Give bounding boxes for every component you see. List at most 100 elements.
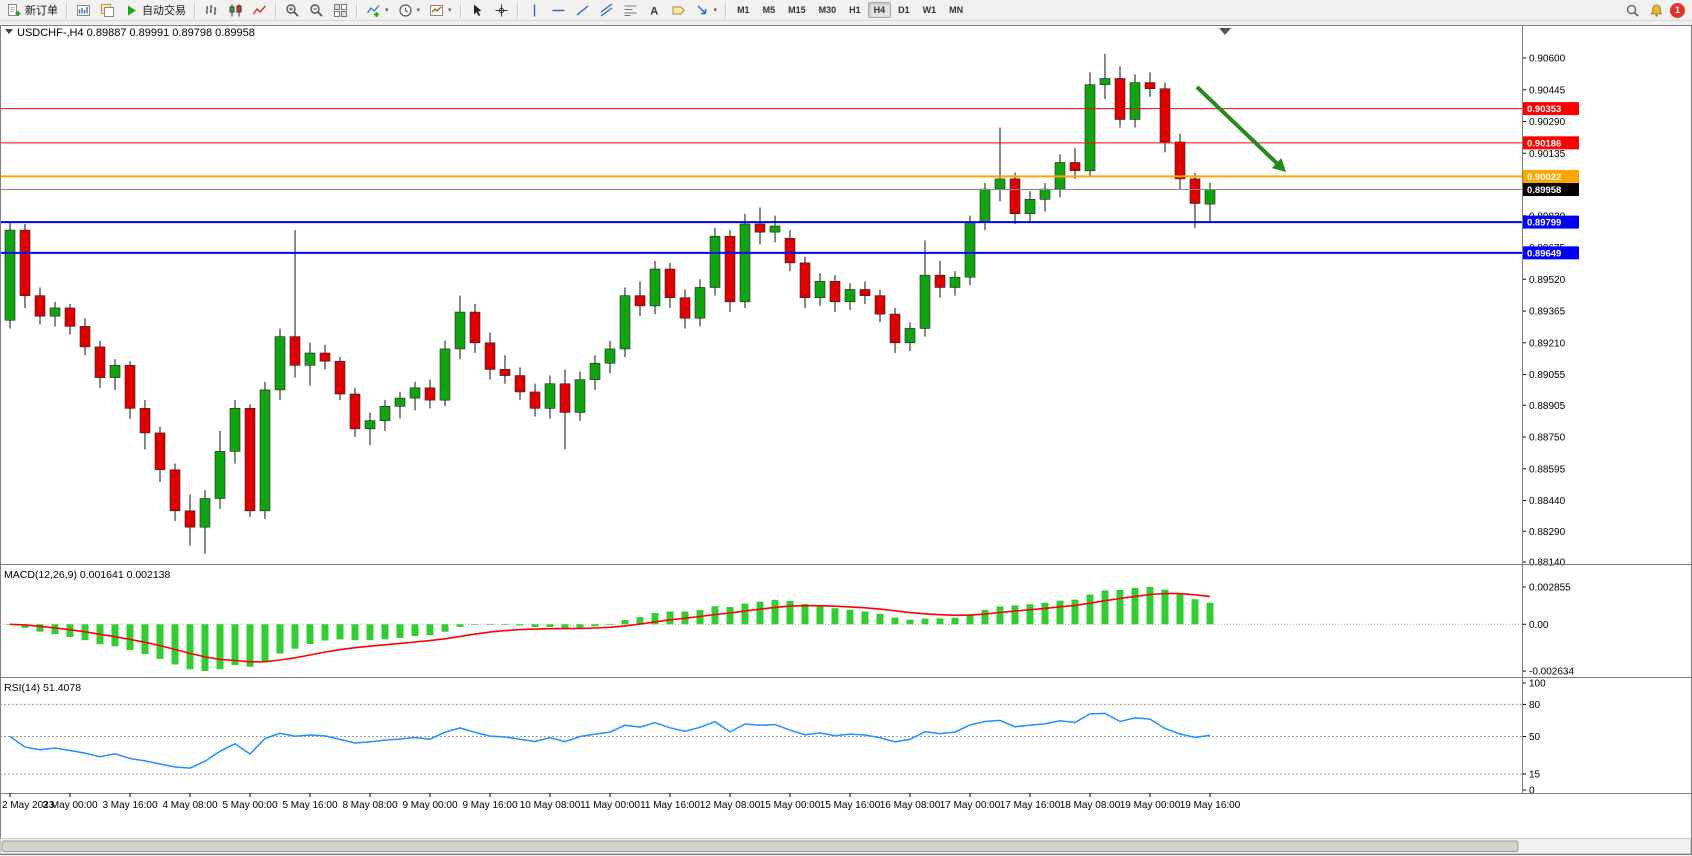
macd-bar: [861, 611, 869, 625]
candle-body: [289, 336, 301, 366]
arrow-shape-icon: [697, 5, 706, 14]
price-axis-label: 0.88750: [1529, 433, 1566, 444]
horizontal-line-tool-button[interactable]: [547, 0, 570, 20]
macd-bar: [1206, 602, 1214, 625]
candle-body: [1099, 78, 1111, 85]
new-order-button[interactable]: 新订单: [3, 0, 62, 20]
periods-button[interactable]: ▾: [394, 0, 425, 20]
chart-shift-marker[interactable]: [1219, 28, 1231, 35]
timeframe-m5-button[interactable]: M5: [757, 2, 782, 18]
candle-body: [409, 387, 421, 399]
candle-body: [814, 281, 826, 299]
candle-body: [274, 336, 286, 391]
time-axis-label: 11 May 00:00: [580, 800, 640, 811]
price-axis-label: 0.89210: [1529, 338, 1566, 349]
macd-bar: [441, 624, 449, 632]
macd-bar: [906, 619, 914, 625]
timeframe-m30-button[interactable]: M30: [813, 2, 843, 18]
trend-arrow[interactable]: [1195, 85, 1278, 165]
macd-bar: [1086, 594, 1094, 625]
macd-bar: [426, 624, 434, 636]
label-tool-button[interactable]: [667, 0, 690, 20]
candle-body: [874, 295, 886, 315]
alerts-button[interactable]: [1645, 0, 1668, 20]
candle-body: [829, 281, 841, 303]
trend-arrow-head[interactable]: [1271, 158, 1286, 172]
cursor-tool-button[interactable]: [466, 0, 489, 20]
price-axis-label: 0.88905: [1529, 401, 1566, 412]
profiles-button[interactable]: [96, 0, 119, 20]
timeframe-w1-button[interactable]: W1: [917, 2, 943, 18]
h-scrollbar-thumb[interactable]: [1, 840, 1519, 852]
shapes-tool-button[interactable]: ▾: [691, 0, 722, 20]
toolbar-separator: [459, 2, 462, 18]
candle-body: [169, 469, 181, 512]
fibonacci-tool-button[interactable]: [619, 0, 642, 20]
price-axis-label: 0.89365: [1529, 307, 1566, 318]
trendline-tool-button[interactable]: [571, 0, 594, 20]
time-axis-label: 12 May 08:00: [700, 800, 761, 811]
rsi-axis-label: 0: [1529, 786, 1535, 797]
candle-body: [454, 311, 466, 350]
time-axis-label: 17 May 00:00: [940, 800, 1001, 811]
notification-badge[interactable]: 1: [1670, 2, 1685, 18]
candle-body: [739, 223, 751, 303]
channel-icon: [600, 3, 612, 16]
one-click-trading-toggle[interactable]: [5, 29, 13, 34]
rsi-axis-label: 15: [1529, 769, 1541, 780]
macd-bar: [786, 601, 794, 625]
toolbar-separator: [725, 2, 728, 18]
zoom-out-button[interactable]: [305, 0, 328, 20]
timeframe-h4-button[interactable]: H4: [867, 2, 892, 18]
tile-windows-button[interactable]: [329, 0, 352, 20]
rsi-axis-label: 50: [1529, 732, 1541, 743]
new-chart-button[interactable]: [72, 0, 95, 20]
vertical-line-tool-button[interactable]: [523, 0, 546, 20]
candle-body: [574, 379, 586, 413]
candle-body: [4, 229, 16, 321]
macd-bar: [261, 624, 269, 662]
price-axis-label: 0.89055: [1529, 370, 1566, 381]
timeframe-d1-button[interactable]: D1: [892, 2, 916, 18]
toolbar-separator: [194, 2, 196, 18]
autotrading-button[interactable]: 自动交易: [120, 0, 190, 20]
line-chart-mode-button[interactable]: [248, 0, 271, 20]
candle-body: [949, 276, 961, 288]
candle-body: [1039, 188, 1051, 200]
search-button[interactable]: [1621, 0, 1644, 20]
macd-panel: 0.002855 0.00 -0.002634 MACD(12,26,9) 0.001…: [0, 569, 1574, 678]
timeframe-h1-button[interactable]: H1: [843, 2, 867, 18]
candle-chart-mode-button[interactable]: [224, 0, 247, 20]
text-tool-button[interactable]: A: [643, 0, 666, 20]
candle-body: [754, 223, 766, 233]
crosshair-tool-button[interactable]: [490, 0, 513, 20]
time-axis-label: 8 May 08:00: [342, 800, 397, 811]
macd-bar: [276, 624, 284, 654]
zoom-out-icon: [310, 3, 323, 17]
candle-body: [499, 369, 511, 376]
macd-bar: [471, 624, 479, 625]
bar-chart-mode-button[interactable]: [200, 0, 223, 20]
timeframe-m1-button[interactable]: M1: [731, 2, 756, 18]
macd-bar: [1191, 599, 1199, 625]
channel-tool-button[interactable]: [595, 0, 618, 20]
toolbar-separator: [275, 2, 277, 18]
timeframe-mn-button[interactable]: MN: [943, 2, 969, 18]
indicators-button[interactable]: ▾: [362, 0, 393, 20]
zoom-in-button[interactable]: [281, 0, 304, 20]
candle-body: [19, 229, 31, 296]
chart-canvas[interactable]: 0.906000.904450.902900.901350.899800.898…: [0, 21, 1692, 856]
price-axis-label: 0.88290: [1529, 527, 1566, 538]
price-badge: [1523, 183, 1579, 197]
rsi-axis-label: 80: [1529, 700, 1541, 711]
templates-button[interactable]: ▾: [425, 0, 456, 20]
time-axis-label: 10 May 08:00: [520, 800, 581, 811]
candle-body: [1009, 178, 1021, 215]
candlestick-chart-icon: [229, 4, 242, 16]
candle-body: [979, 188, 991, 223]
timeframe-m15-button[interactable]: M15: [782, 2, 812, 18]
price-axis-label: 0.89520: [1529, 275, 1566, 286]
price-axis-label: 0.90135: [1529, 149, 1566, 160]
candle-body: [394, 397, 406, 407]
timeframe-label: H1: [849, 5, 861, 15]
